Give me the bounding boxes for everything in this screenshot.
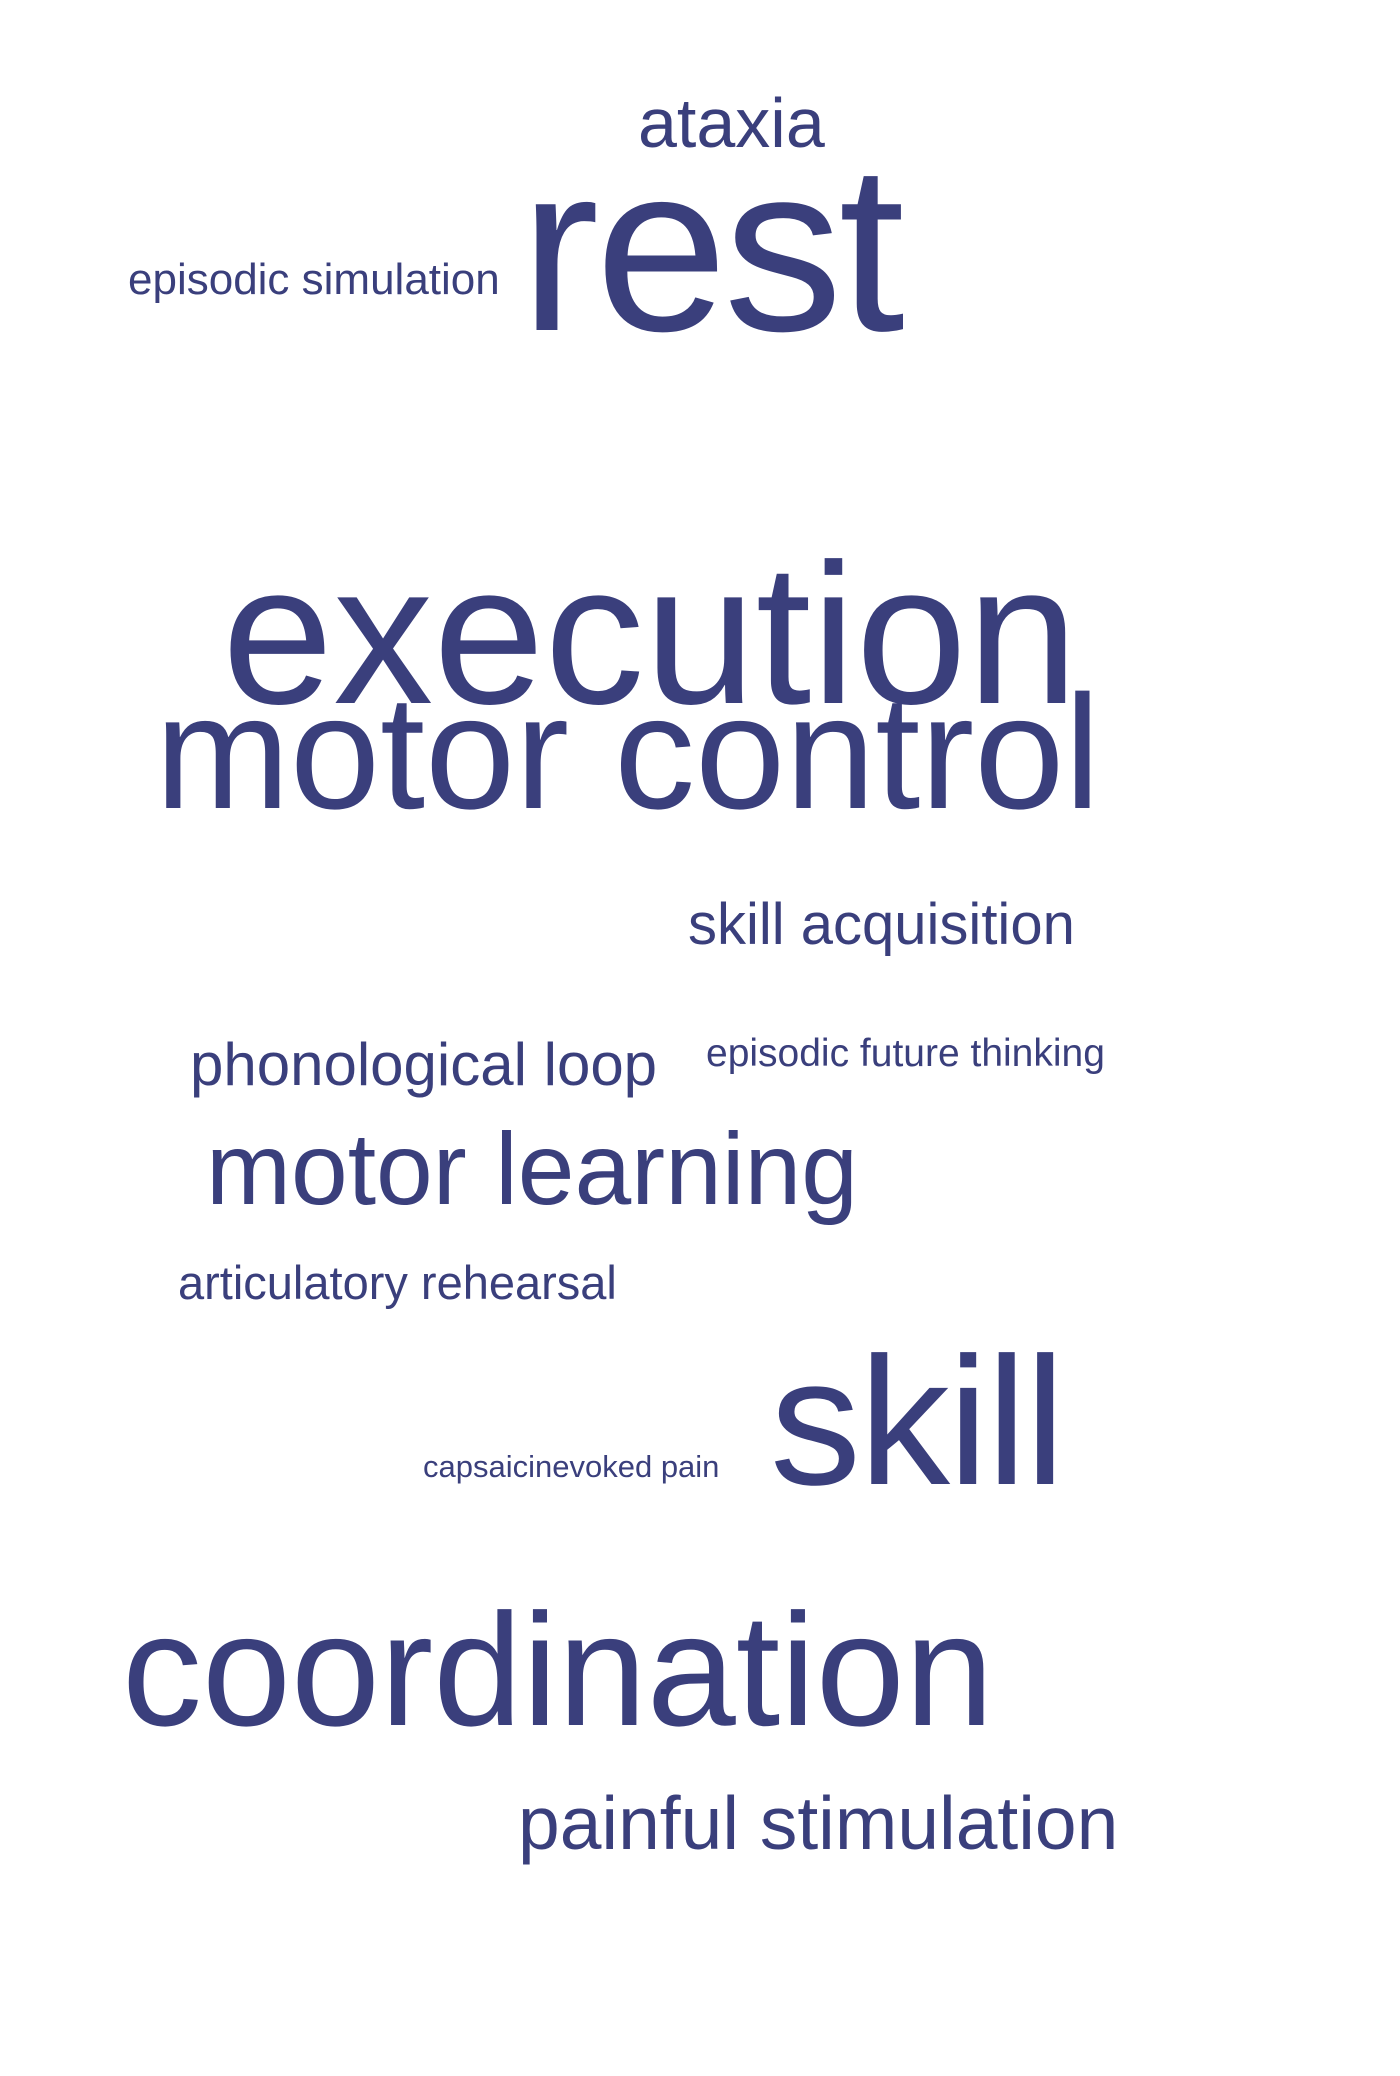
word-episodic-simulation: episodic simulation xyxy=(128,255,500,304)
word-painful-stimulation: painful stimulation xyxy=(518,1781,1119,1865)
word-skill-acquisition: skill acquisition xyxy=(688,892,1075,957)
word-coordination: coordination xyxy=(122,1580,994,1759)
word-execution: execution xyxy=(222,523,1079,746)
word-motor-learning: motor learning xyxy=(206,1112,858,1226)
word-capsaicinevoked-pain: capsaicinevoked pain xyxy=(423,1449,720,1484)
word-articulatory-rehearsal: articulatory rehearsal xyxy=(178,1256,617,1309)
word-skill: skill xyxy=(770,1319,1065,1523)
word-episodic-future-thinking: episodic future thinking xyxy=(706,1032,1105,1075)
word-phonological-loop: phonological loop xyxy=(190,1031,658,1098)
word-ataxia: ataxia xyxy=(638,84,825,162)
word-motor-control: motor control xyxy=(155,662,1101,843)
word-rest: rest xyxy=(520,116,905,381)
